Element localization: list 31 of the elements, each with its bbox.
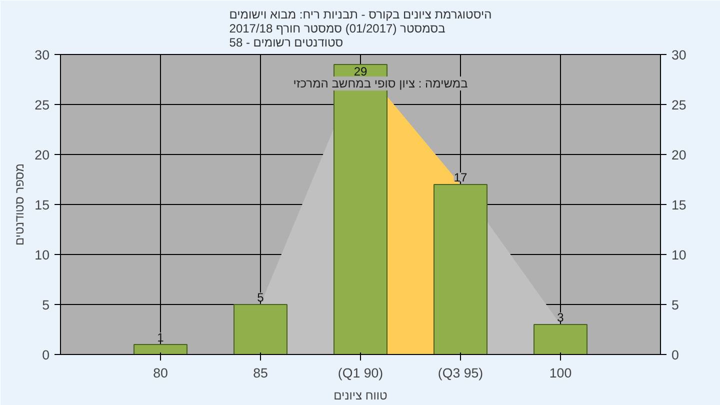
data-label: 17: [454, 170, 468, 184]
data-label: 3: [557, 310, 564, 324]
y2-tick-label: 30: [672, 48, 686, 62]
bar: [534, 324, 588, 354]
x-axis-title: טווח ציונים: [334, 388, 388, 402]
data-label: 1: [157, 330, 164, 344]
y2-tick-label: 10: [672, 248, 686, 262]
x-tick-label: (Q1 90): [338, 366, 384, 380]
bar: [134, 344, 188, 354]
chart-title: היסטוגרמת ציונים בקורס - תבניות ריח: מבוא וישומים בסמסטר (01/2017) סמסטר חורף 2017/18 סטודנטים רשומים - 58: [229, 8, 492, 50]
y-tick-label: 25: [34, 98, 50, 112]
data-label: 29: [354, 64, 368, 78]
y-axis-title: מספר סטודנטים: [12, 163, 27, 246]
y-tick-label: 10: [34, 248, 50, 262]
y-tick-label: 30: [34, 48, 50, 62]
y2-tick-label: 5: [672, 298, 679, 312]
y2-tick-label: 0: [672, 348, 679, 362]
y2-tick-label: 15: [672, 198, 686, 212]
annotation: במשימה : ציון סופי במחשב המרכזי: [293, 76, 468, 90]
y2-tick-label: 25: [672, 98, 686, 112]
y-tick-label: 20: [34, 148, 50, 162]
x-tick-label: 100: [549, 366, 572, 380]
x-tick-label: 80: [153, 366, 168, 380]
bar: [234, 304, 288, 354]
data-label: 5: [257, 290, 264, 304]
y2-tick-label: 20: [672, 148, 686, 162]
x-tick-label: (Q3 95): [438, 366, 484, 380]
y-tick-label: 0: [42, 348, 50, 362]
y-tick-label: 15: [34, 198, 50, 212]
y-tick-label: 5: [42, 298, 50, 312]
x-tick-label: 85: [253, 366, 268, 380]
